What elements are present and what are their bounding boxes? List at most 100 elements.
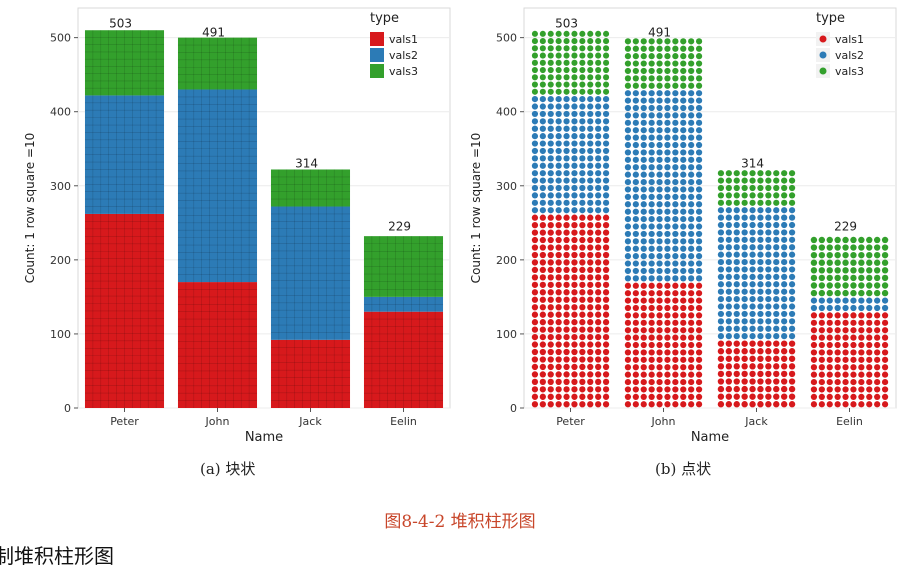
dot-vals2	[624, 178, 632, 186]
dot-vals2	[757, 273, 764, 280]
dot-vals1	[563, 296, 570, 303]
dot-vals1	[547, 311, 554, 318]
dot-vals2	[563, 133, 570, 140]
dot-vals3	[664, 75, 671, 82]
dot-vals3	[834, 282, 841, 289]
dot-vals2	[656, 238, 663, 245]
dot-vals2	[632, 178, 639, 186]
dot-vals2	[680, 171, 687, 178]
dot-vals2	[648, 178, 655, 186]
dot-vals3	[850, 282, 857, 289]
dot-vals2	[640, 112, 647, 119]
dot-vals1	[842, 312, 849, 319]
dot-vals1	[826, 378, 833, 386]
dot-vals3	[624, 38, 632, 45]
dot-vals1	[757, 393, 764, 400]
dot-vals3	[842, 236, 849, 244]
dot-vals1	[780, 385, 788, 393]
dot-vals2	[640, 230, 647, 238]
dot-vals2	[539, 118, 546, 125]
plot-area	[523, 7, 897, 409]
dot-vals3	[587, 88, 594, 95]
dot-vals1	[826, 349, 833, 356]
dot-vals2	[563, 207, 570, 214]
dot-vals1	[717, 363, 725, 370]
dot-vals1	[664, 319, 671, 326]
dot-vals2	[602, 118, 610, 125]
dot-vals2	[656, 141, 663, 149]
dot-vals1	[648, 401, 655, 408]
dot-vals3	[866, 274, 873, 282]
bar-segment-vals3-John	[177, 37, 258, 90]
dot-vals1	[672, 378, 679, 386]
dot-vals2	[602, 170, 610, 177]
dot-vals3	[818, 282, 826, 289]
dot-vals2	[648, 156, 655, 163]
dot-vals2	[672, 141, 679, 149]
dot-vals1	[842, 349, 849, 356]
dot-vals1	[842, 319, 849, 326]
dot-vals1	[563, 251, 570, 259]
dot-vals2	[664, 208, 671, 215]
dot-vals1	[587, 311, 594, 318]
dot-vals3	[603, 52, 610, 59]
dot-vals1	[587, 289, 594, 296]
dot-vals2	[695, 164, 703, 171]
dot-vals2	[595, 192, 602, 199]
dot-vals1	[579, 274, 586, 281]
dot-vals1	[842, 327, 849, 334]
dot-vals2	[680, 112, 687, 119]
dot-vals1	[595, 236, 602, 244]
dot-vals3	[640, 82, 647, 89]
dot-vals2	[531, 140, 539, 147]
dot-vals2	[555, 140, 562, 147]
dot-vals3	[773, 199, 780, 206]
dot-vals1	[602, 236, 610, 244]
dot-vals1	[656, 290, 663, 297]
dot-vals3	[595, 67, 602, 74]
dot-vals1	[834, 364, 841, 371]
dot-vals2	[680, 238, 687, 245]
dot-vals1	[850, 401, 857, 408]
dot-vals2	[640, 149, 647, 156]
dot-vals1	[547, 244, 554, 251]
dot-vals3	[725, 184, 732, 192]
dot-vals1	[717, 385, 725, 393]
bar-segment-vals3-Eelin	[363, 236, 444, 297]
dot-vals2	[741, 251, 748, 258]
dot-vals2	[531, 184, 539, 192]
dot-vals1	[632, 401, 639, 408]
dot-vals1	[632, 297, 639, 304]
dot-vals1	[733, 348, 740, 355]
dot-vals3	[866, 282, 873, 289]
dot-vals2	[757, 214, 764, 221]
dot-vals1	[579, 304, 586, 311]
dot-vals1	[547, 386, 554, 393]
dot-vals3	[788, 199, 796, 206]
dot-vals3	[640, 38, 647, 45]
dot-vals1	[858, 364, 865, 371]
dot-vals2	[733, 325, 740, 332]
dot-vals1	[602, 214, 610, 221]
dot-vals2	[587, 184, 594, 192]
dot-vals1	[547, 266, 554, 274]
dot-vals2	[818, 297, 825, 304]
dot-vals2	[741, 207, 748, 214]
dot-vals1	[624, 378, 632, 386]
dot-vals2	[741, 303, 748, 310]
dot-vals2	[749, 318, 756, 325]
dot-vals3	[656, 45, 663, 52]
dot-vals2	[555, 192, 562, 199]
dot-vals2	[547, 199, 554, 206]
dot-vals1	[640, 327, 647, 334]
dot-vals2	[765, 333, 772, 340]
dot-vals2	[695, 134, 703, 141]
dot-vals3	[850, 267, 857, 274]
dot-vals2	[749, 229, 756, 236]
dot-vals2	[680, 223, 687, 230]
dot-vals3	[563, 52, 570, 59]
y-axis-label: Count: 1 row square =10	[23, 133, 37, 284]
dot-vals1	[602, 274, 610, 281]
dot-vals1	[842, 393, 849, 400]
dot-vals2	[632, 223, 639, 230]
